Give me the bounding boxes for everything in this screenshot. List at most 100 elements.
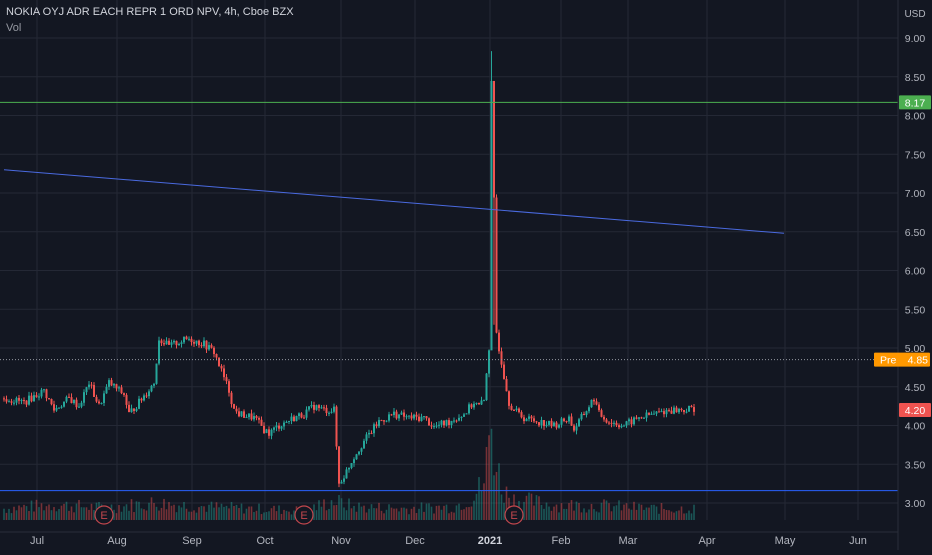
- volume-bar: [625, 503, 628, 520]
- candle-body: [78, 406, 80, 408]
- candle-body: [593, 399, 595, 402]
- candle-body: [450, 420, 453, 425]
- volume-bar: [653, 504, 655, 520]
- candle-body: [155, 363, 158, 384]
- volume-bar: [228, 508, 230, 520]
- earnings-marker: E: [94, 505, 114, 525]
- volume-bar: [138, 501, 140, 520]
- volume-bar: [480, 490, 483, 520]
- candle-body: [30, 395, 33, 402]
- volume-bar: [75, 503, 78, 520]
- candle-body: [670, 410, 673, 414]
- candle-body: [380, 420, 383, 422]
- volume-bar: [195, 512, 198, 520]
- volume-bar: [548, 506, 550, 520]
- volume-bar: [325, 510, 328, 520]
- volume-bar: [25, 506, 28, 520]
- volume-bar: [433, 513, 435, 520]
- volume-bar: [130, 499, 133, 520]
- candle-body: [280, 426, 283, 429]
- volume-bar: [688, 510, 690, 520]
- last-price-tag-box: [899, 403, 931, 417]
- pre-market-tag-label: Pre: [880, 355, 897, 367]
- candle-body: [175, 340, 178, 346]
- volume-bar: [380, 510, 383, 520]
- volume-bar: [213, 507, 215, 520]
- volume-bar: [683, 513, 685, 520]
- volume-bar: [388, 504, 390, 520]
- candle-body: [648, 412, 650, 415]
- candle-body: [538, 422, 540, 426]
- volume-bar: [335, 504, 338, 520]
- candle-body: [558, 424, 560, 428]
- candle-body: [33, 395, 35, 402]
- volume-bar: [83, 507, 85, 520]
- volume-bar: [360, 506, 363, 520]
- volume-bar: [495, 471, 498, 520]
- volume-bar: [23, 504, 25, 520]
- volume-bar: [588, 509, 590, 520]
- candle-body: [213, 347, 215, 354]
- resistance-price-tag: 8.17: [899, 95, 931, 110]
- candle-body: [575, 426, 578, 431]
- candle-body: [38, 396, 40, 398]
- candle-body: [25, 400, 28, 405]
- candle-body: [168, 340, 170, 345]
- volume-bar: [668, 510, 670, 520]
- candle-body: [258, 417, 260, 420]
- candle-body: [248, 413, 250, 418]
- candle-body: [555, 422, 558, 428]
- candle-body: [120, 387, 123, 394]
- volume-bar: [435, 505, 438, 520]
- candle-body: [370, 432, 373, 434]
- volume-bar: [200, 505, 203, 520]
- candle-body: [48, 398, 50, 400]
- volume-bar: [148, 502, 150, 520]
- volume-bar: [90, 503, 93, 520]
- volume-bar: [488, 435, 490, 520]
- candle-body: [200, 345, 203, 347]
- candle-body: [568, 416, 570, 422]
- volume-bar: [38, 507, 40, 520]
- candle-body: [260, 419, 263, 426]
- volume-bar: [225, 505, 228, 520]
- candle-body: [215, 353, 218, 358]
- candle-body: [350, 463, 353, 468]
- volume-bar: [623, 504, 625, 520]
- candle-body: [235, 408, 238, 412]
- candle-body: [218, 357, 220, 366]
- candle-body: [588, 407, 590, 412]
- candle-body: [660, 411, 663, 413]
- candle-body: [85, 387, 88, 393]
- candle-body: [655, 411, 658, 414]
- volume-bar: [383, 513, 385, 520]
- candle-body: [405, 416, 408, 418]
- volume-bar: [88, 509, 90, 520]
- volume-bar: [340, 498, 343, 520]
- candle-body: [60, 406, 63, 408]
- volume-bar: [535, 495, 538, 520]
- time-axis-tick-label: Aug: [107, 535, 127, 547]
- volume-bar: [485, 446, 488, 520]
- volume-bar: [178, 505, 180, 520]
- volume-bar: [313, 504, 315, 520]
- volume-bar: [158, 510, 160, 520]
- candle-body: [50, 399, 53, 405]
- candle-body: [160, 340, 163, 344]
- volume-bar: [85, 507, 88, 520]
- volume-bar: [420, 502, 423, 520]
- volume-bar: [530, 493, 533, 520]
- volume-bar: [400, 507, 403, 520]
- candle-body: [498, 332, 500, 352]
- candle-body: [65, 396, 68, 402]
- candle-body: [35, 395, 38, 398]
- candle-body: [673, 407, 675, 414]
- candle-body: [115, 384, 118, 389]
- candle-body: [243, 411, 245, 418]
- candle-body: [323, 407, 325, 409]
- candle-body: [5, 399, 8, 402]
- candle-body: [683, 409, 685, 413]
- candle-body: [535, 421, 538, 423]
